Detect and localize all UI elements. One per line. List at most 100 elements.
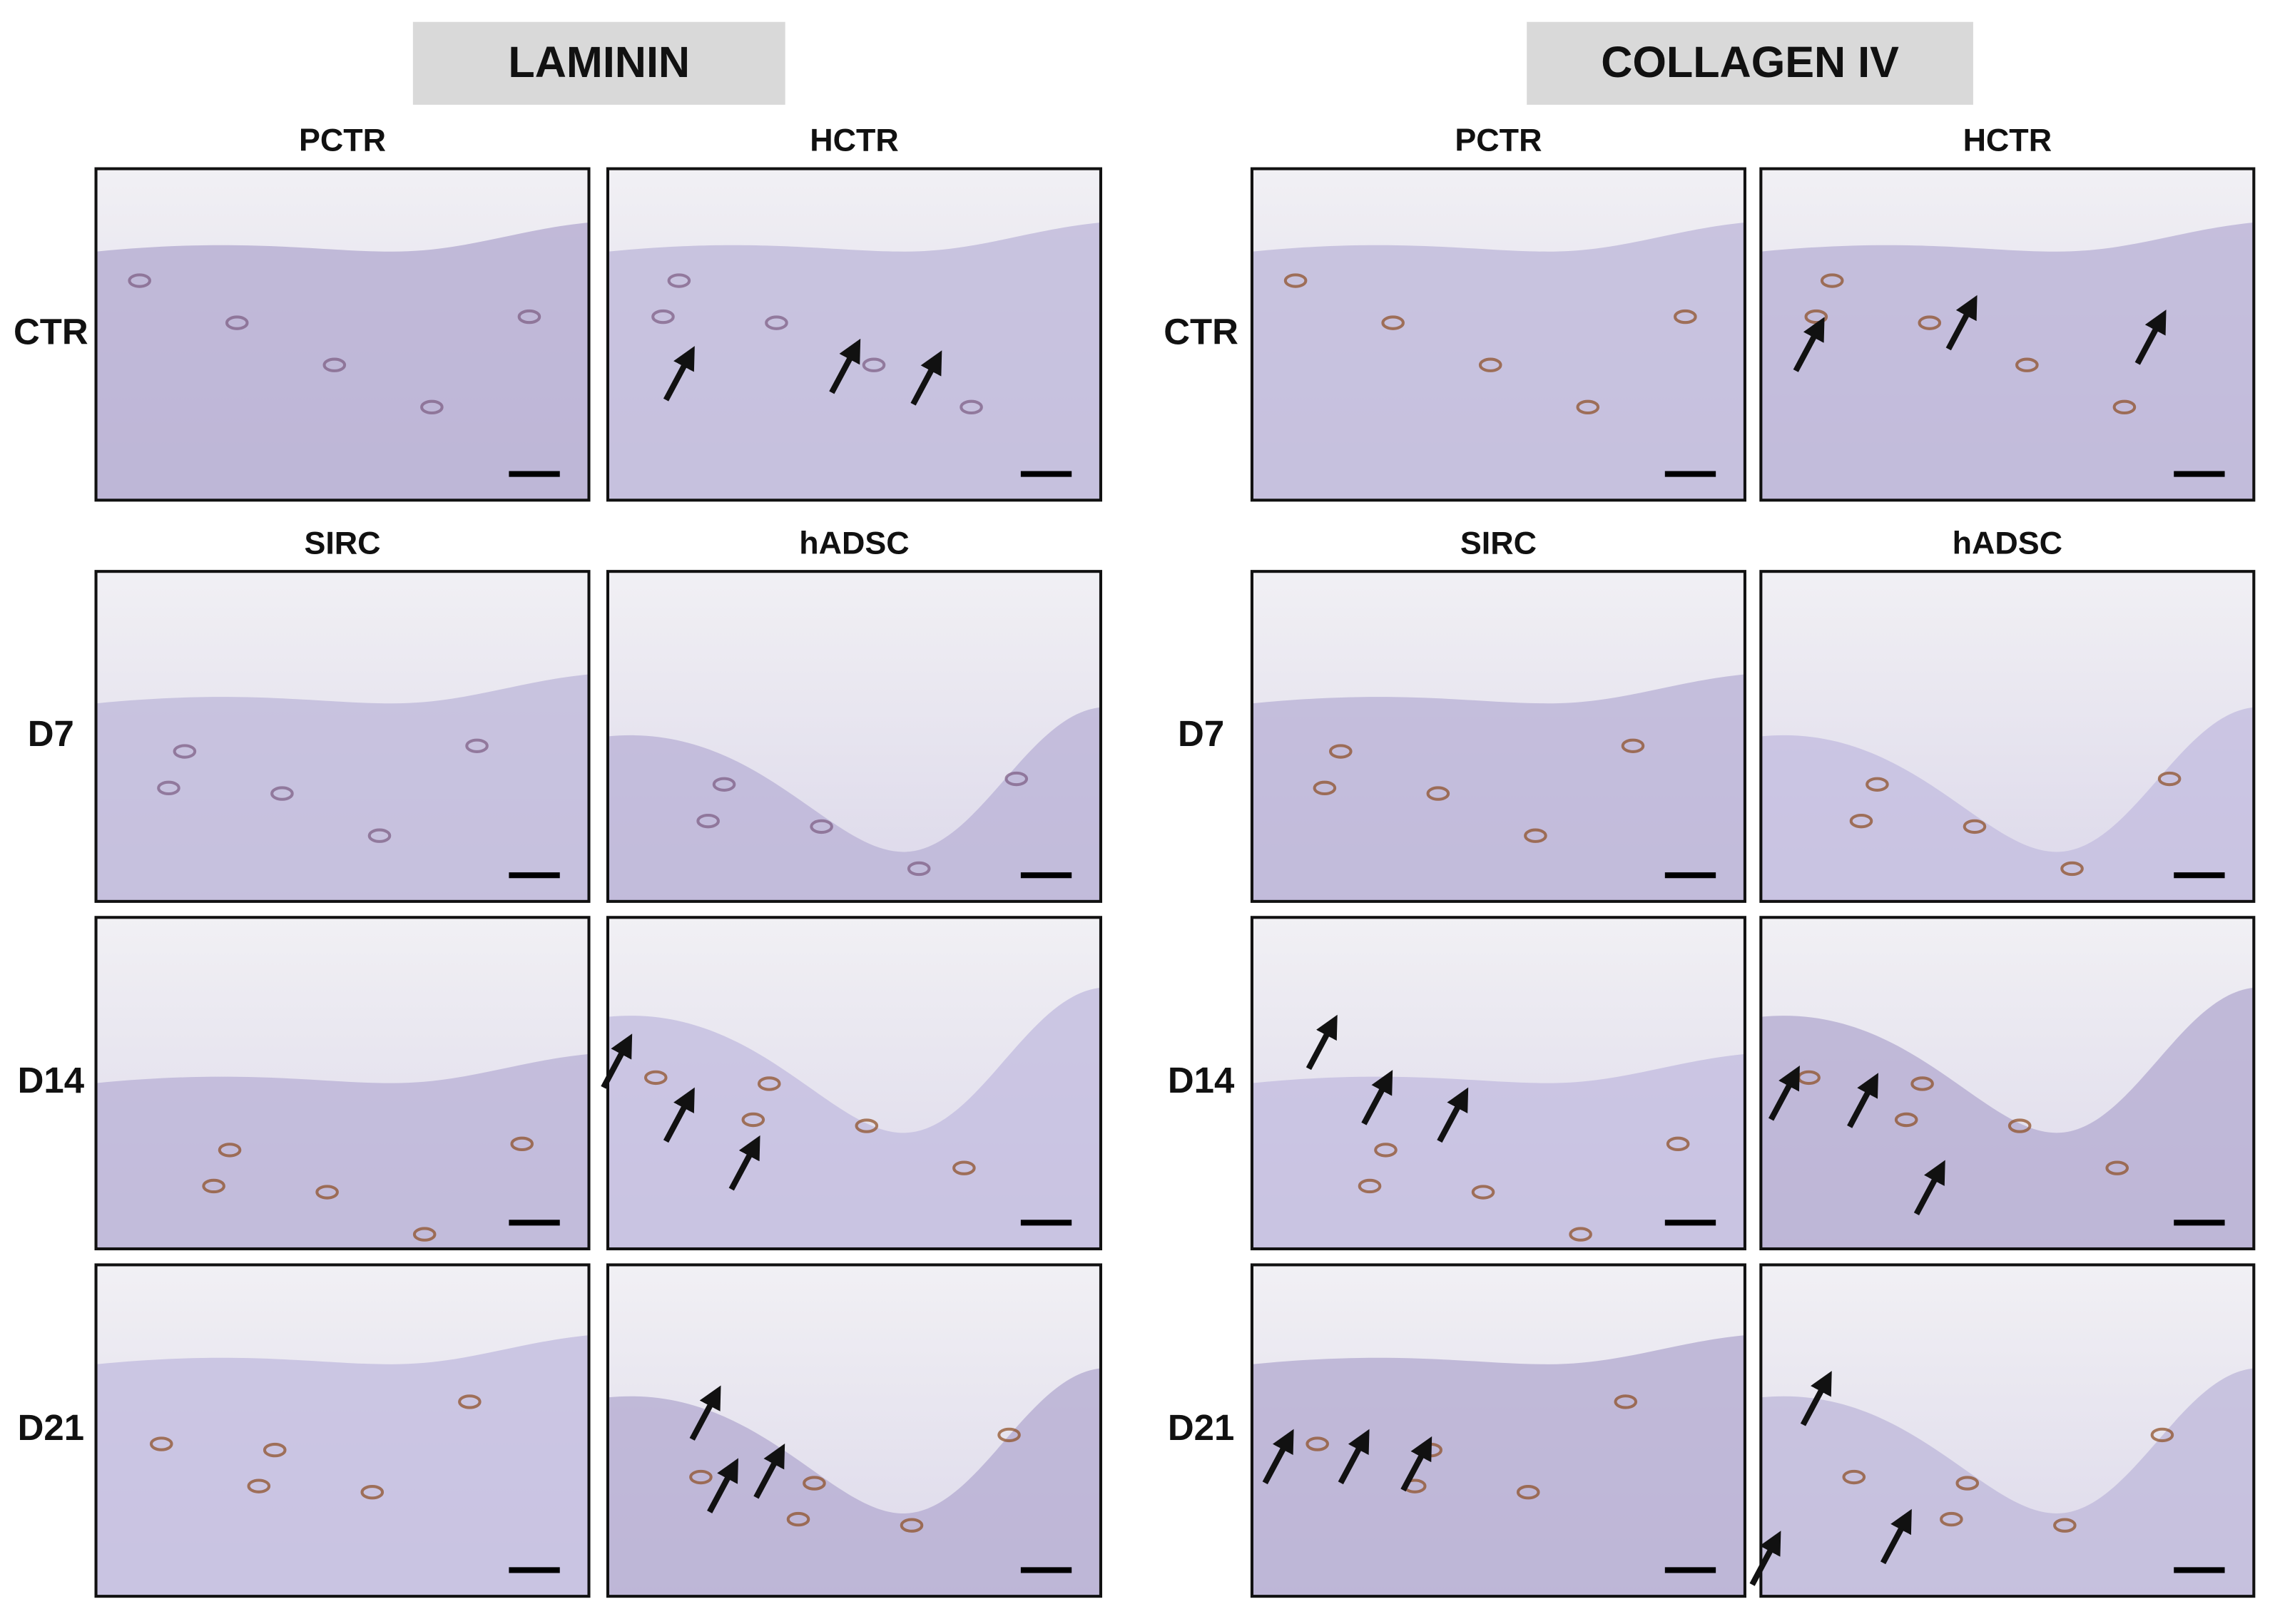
arrow xyxy=(2134,310,2167,365)
arrow xyxy=(663,346,695,402)
arrow xyxy=(1793,317,1825,372)
stain xyxy=(667,273,691,288)
stain xyxy=(696,813,720,829)
arrow xyxy=(1400,1436,1432,1492)
tissue xyxy=(1761,707,2254,902)
stain xyxy=(1576,399,1600,415)
arrow xyxy=(1880,1508,1912,1565)
row-label: D21 xyxy=(18,1407,84,1448)
stain xyxy=(157,780,180,796)
tissue xyxy=(96,1335,589,1597)
tissue xyxy=(1251,1053,1745,1249)
stain xyxy=(1849,813,1873,829)
stain xyxy=(128,273,151,288)
stain xyxy=(2105,1160,2129,1175)
stain xyxy=(202,1178,225,1194)
stain xyxy=(2112,399,2137,415)
arrow xyxy=(663,1087,695,1143)
panel-border xyxy=(94,167,591,502)
stain xyxy=(2150,1427,2174,1443)
panel-border xyxy=(606,167,1103,502)
arrow xyxy=(1800,1371,1832,1426)
tissue xyxy=(96,674,589,902)
stain xyxy=(1328,744,1353,759)
stain xyxy=(1614,1394,1638,1409)
panel-border xyxy=(94,1263,591,1598)
stain xyxy=(786,1511,810,1527)
stain xyxy=(855,1118,879,1133)
panel-border xyxy=(94,916,591,1251)
arrow xyxy=(910,350,942,406)
stain xyxy=(149,1436,173,1451)
row-label: D14 xyxy=(1168,1060,1235,1100)
row-label: D21 xyxy=(1168,1407,1234,1448)
arrow xyxy=(1361,1070,1393,1125)
stain xyxy=(1666,1136,1690,1152)
column-label: hADSC xyxy=(799,524,909,561)
stain xyxy=(322,357,347,372)
stain xyxy=(270,786,294,801)
panel-border xyxy=(94,570,591,903)
stain xyxy=(1524,828,1547,843)
panel-border xyxy=(1250,570,1746,903)
tissue xyxy=(1251,1335,1745,1597)
arrow xyxy=(728,1135,760,1191)
stain xyxy=(862,357,886,372)
stain xyxy=(1866,777,1889,792)
stain xyxy=(1955,1476,1980,1491)
tissue xyxy=(607,222,1101,501)
arrow xyxy=(1913,1160,1945,1215)
group-title: COLLAGEN IV xyxy=(1601,38,1899,86)
stain xyxy=(1381,315,1405,330)
arrow xyxy=(1945,295,1978,351)
stain xyxy=(367,828,392,843)
header-box xyxy=(412,21,785,105)
panel-border xyxy=(606,1263,1103,1598)
stain xyxy=(1306,1436,1329,1451)
panel-border xyxy=(606,570,1103,903)
panel-border xyxy=(1250,1263,1746,1598)
stain xyxy=(458,1394,482,1409)
stain xyxy=(1963,819,1987,834)
column-label: PCTR xyxy=(1455,122,1542,158)
stain xyxy=(2053,1518,2077,1533)
stain xyxy=(1516,1485,1540,1500)
stain xyxy=(689,1469,713,1485)
arrow xyxy=(689,1385,721,1441)
stain xyxy=(1004,771,1029,787)
stain xyxy=(2015,357,2039,372)
stain xyxy=(1674,309,1697,325)
stain xyxy=(900,1518,924,1533)
stain xyxy=(173,744,197,759)
column-label: SIRC xyxy=(304,524,380,561)
panel-border xyxy=(1759,916,2256,1251)
tissue xyxy=(1761,222,2254,501)
stain xyxy=(1820,273,1844,288)
stain xyxy=(247,1479,271,1493)
tissue xyxy=(1761,987,2254,1249)
stain xyxy=(1374,1143,1398,1158)
arrow xyxy=(753,1444,785,1499)
stain xyxy=(510,1136,534,1152)
header-box xyxy=(1527,21,1973,105)
row-label: CTR xyxy=(1164,311,1238,352)
panel-border xyxy=(1759,570,2256,903)
stain xyxy=(263,1442,287,1458)
stain xyxy=(1621,738,1645,753)
stain xyxy=(218,1143,242,1158)
stain xyxy=(2007,1118,2032,1133)
stain xyxy=(1426,786,1450,801)
tissue xyxy=(1251,674,1745,902)
tissue xyxy=(607,987,1101,1249)
column-label: HCTR xyxy=(1963,122,2052,158)
arrow xyxy=(1768,1066,1800,1121)
stain xyxy=(712,777,736,792)
stain xyxy=(420,399,444,415)
stain xyxy=(960,399,983,415)
stain xyxy=(952,1160,976,1175)
arrow xyxy=(1437,1087,1469,1143)
stain xyxy=(1918,315,1942,330)
stain xyxy=(803,1476,826,1491)
stain xyxy=(2157,771,2182,787)
